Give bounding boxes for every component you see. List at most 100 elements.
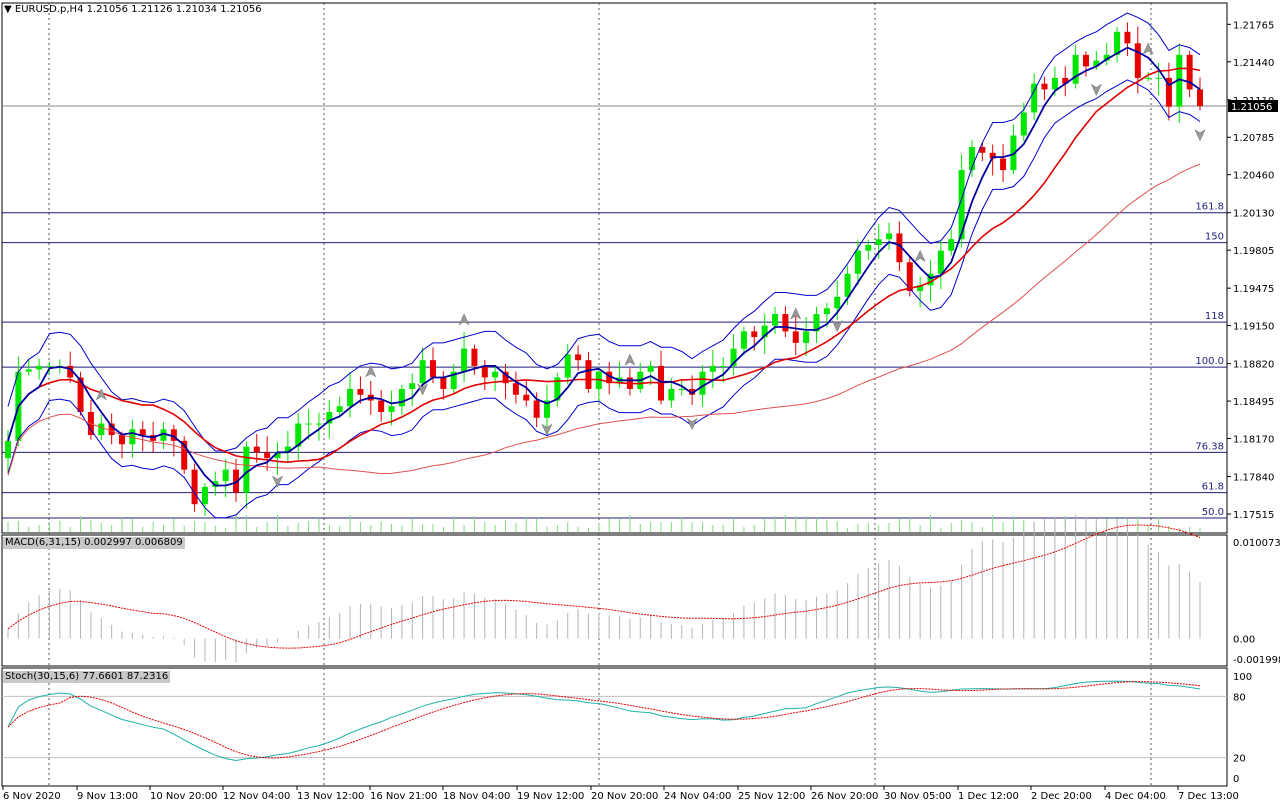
- candle-body[interactable]: [1041, 83, 1048, 90]
- candle-body[interactable]: [823, 308, 830, 315]
- candle-body[interactable]: [295, 423, 302, 447]
- candle-body[interactable]: [772, 314, 779, 326]
- candle-body[interactable]: [1051, 77, 1058, 90]
- candle-body[interactable]: [1176, 54, 1183, 107]
- candle-body[interactable]: [492, 371, 499, 378]
- candle-body[interactable]: [1124, 31, 1131, 44]
- candle-body[interactable]: [139, 429, 146, 436]
- candle-body[interactable]: [274, 452, 281, 459]
- candle-body[interactable]: [761, 325, 768, 338]
- candle-body[interactable]: [1082, 54, 1089, 67]
- candle-body[interactable]: [36, 365, 43, 370]
- candle-body[interactable]: [813, 314, 820, 332]
- candle-body[interactable]: [388, 406, 395, 413]
- candle-body[interactable]: [1031, 83, 1038, 113]
- candle-body[interactable]: [429, 360, 436, 378]
- candle-body[interactable]: [792, 331, 799, 343]
- candle-body[interactable]: [803, 331, 810, 343]
- candle-body[interactable]: [1145, 77, 1152, 79]
- candle-body[interactable]: [502, 371, 509, 384]
- candle-body[interactable]: [782, 314, 789, 332]
- candle-body[interactable]: [844, 273, 851, 297]
- candle-body[interactable]: [315, 423, 322, 425]
- candle-body[interactable]: [1020, 112, 1027, 136]
- candle-body[interactable]: [409, 383, 416, 389]
- candle-body[interactable]: [730, 348, 737, 366]
- candle-body[interactable]: [1155, 77, 1162, 79]
- candle-body[interactable]: [1114, 31, 1121, 55]
- candle-body[interactable]: [979, 147, 986, 153]
- candle-body[interactable]: [1093, 60, 1100, 67]
- candle-body[interactable]: [689, 388, 696, 395]
- candle-body[interactable]: [181, 440, 188, 470]
- candle-body[interactable]: [875, 239, 882, 245]
- candle-body[interactable]: [1000, 158, 1007, 171]
- candle-body[interactable]: [554, 377, 561, 401]
- candle-body[interactable]: [834, 296, 841, 309]
- candle-body[interactable]: [357, 388, 364, 395]
- candle-body[interactable]: [989, 152, 996, 159]
- candle-body[interactable]: [699, 371, 706, 395]
- candle-body[interactable]: [326, 412, 333, 424]
- candle-body[interactable]: [647, 365, 654, 372]
- candle-body[interactable]: [77, 377, 84, 413]
- candle-body[interactable]: [450, 371, 457, 389]
- candle-body[interactable]: [46, 365, 53, 367]
- candle-body[interactable]: [305, 423, 312, 425]
- candle-body[interactable]: [865, 244, 872, 251]
- candle-body[interactable]: [948, 239, 955, 251]
- candle-body[interactable]: [233, 469, 240, 493]
- candle-body[interactable]: [1165, 77, 1172, 107]
- candle-body[interactable]: [170, 429, 177, 441]
- candle-body[interactable]: [461, 348, 468, 372]
- candle-body[interactable]: [222, 469, 229, 482]
- candle-body[interactable]: [968, 147, 975, 171]
- candle-body[interactable]: [98, 423, 105, 436]
- candle-body[interactable]: [336, 406, 343, 413]
- candle-body[interactable]: [201, 486, 208, 505]
- candle-body[interactable]: [896, 233, 903, 263]
- candle-body[interactable]: [471, 348, 478, 366]
- candle-body[interactable]: [512, 383, 519, 395]
- candle-body[interactable]: [398, 388, 405, 407]
- candle-body[interactable]: [160, 429, 167, 441]
- candle-body[interactable]: [917, 285, 924, 292]
- candle-body[interactable]: [740, 331, 747, 349]
- candle-body[interactable]: [347, 388, 354, 407]
- candle-body[interactable]: [108, 423, 115, 436]
- candle-body[interactable]: [585, 360, 592, 389]
- candle-body[interactable]: [253, 446, 260, 453]
- candle-body[interactable]: [668, 388, 675, 401]
- candle-body[interactable]: [543, 400, 550, 418]
- candle-body[interactable]: [575, 354, 582, 361]
- candle-body[interactable]: [533, 400, 540, 418]
- candle-body[interactable]: [564, 354, 571, 378]
- candle-body[interactable]: [595, 371, 602, 389]
- candle-body[interactable]: [5, 440, 11, 459]
- candle-body[interactable]: [129, 429, 136, 445]
- candle-body[interactable]: [906, 262, 913, 292]
- candle-body[interactable]: [212, 481, 219, 487]
- candle-body[interactable]: [284, 446, 291, 453]
- candle-body[interactable]: [419, 360, 426, 384]
- candle-body[interactable]: [264, 452, 271, 459]
- candle-body[interactable]: [1072, 54, 1079, 84]
- candle-body[interactable]: [709, 365, 716, 372]
- candle-body[interactable]: [751, 331, 758, 338]
- candle-body[interactable]: [25, 369, 32, 372]
- candle-body[interactable]: [678, 388, 685, 390]
- candle-body[interactable]: [1186, 54, 1193, 90]
- candle-body[interactable]: [119, 435, 126, 445]
- candle-body[interactable]: [927, 273, 934, 286]
- candle-body[interactable]: [243, 446, 250, 493]
- candle-body[interactable]: [67, 365, 74, 378]
- candle-body[interactable]: [378, 400, 385, 413]
- candle-body[interactable]: [886, 233, 893, 240]
- candle-body[interactable]: [720, 365, 727, 367]
- candle-body[interactable]: [523, 394, 530, 401]
- candle-body[interactable]: [1134, 43, 1141, 78]
- candle-body[interactable]: [958, 170, 965, 240]
- candle-body[interactable]: [1103, 54, 1110, 61]
